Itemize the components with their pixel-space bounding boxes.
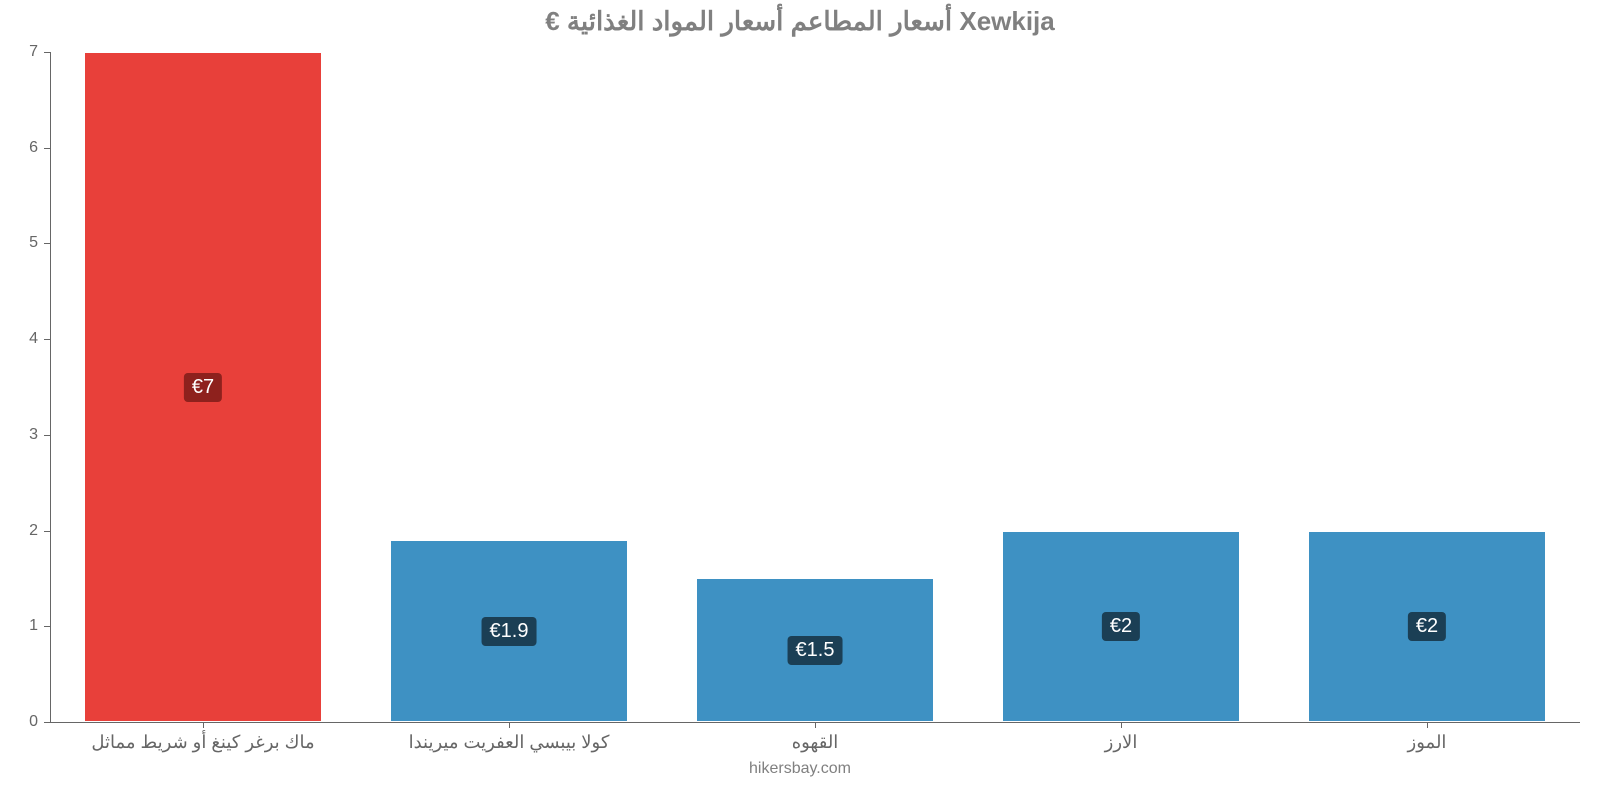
- y-tick: [44, 531, 50, 532]
- x-category-label: الارز: [968, 732, 1274, 753]
- x-tick: [815, 722, 816, 728]
- y-tick-label: 3: [0, 426, 38, 444]
- x-tick: [203, 722, 204, 728]
- x-category-label: القهوه: [662, 732, 968, 753]
- y-tick-label: 4: [0, 330, 38, 348]
- y-tick-label: 0: [0, 713, 38, 731]
- x-tick: [509, 722, 510, 728]
- y-tick-label: 5: [0, 234, 38, 252]
- chart-title: € أسعار المطاعم أسعار المواد الغذائية Xe…: [0, 6, 1600, 37]
- x-tick: [1427, 722, 1428, 728]
- bar-value-badge: €2: [1408, 612, 1446, 641]
- y-tick: [44, 435, 50, 436]
- x-category-label: الموز: [1274, 732, 1580, 753]
- x-category-label: كولا بيبسي العفريت ميريندا: [356, 732, 662, 753]
- bar-value-badge: €1.5: [788, 636, 843, 665]
- y-tick: [44, 626, 50, 627]
- attribution-text: hikersbay.com: [0, 760, 1600, 778]
- y-axis-line: [50, 52, 51, 722]
- bar-value-badge: €7: [184, 373, 222, 402]
- y-tick-label: 2: [0, 522, 38, 540]
- y-tick-label: 7: [0, 43, 38, 61]
- x-tick: [1121, 722, 1122, 728]
- y-tick: [44, 148, 50, 149]
- y-tick: [44, 339, 50, 340]
- y-tick-label: 6: [0, 139, 38, 157]
- bar-value-badge: €1.9: [482, 617, 537, 646]
- x-category-label: ماك برغر كينغ أو شريط مماثل: [50, 732, 356, 753]
- y-tick-label: 1: [0, 617, 38, 635]
- bar-value-badge: €2: [1102, 612, 1140, 641]
- y-tick: [44, 243, 50, 244]
- y-tick: [44, 52, 50, 53]
- price-bar-chart: € أسعار المطاعم أسعار المواد الغذائية Xe…: [0, 0, 1600, 800]
